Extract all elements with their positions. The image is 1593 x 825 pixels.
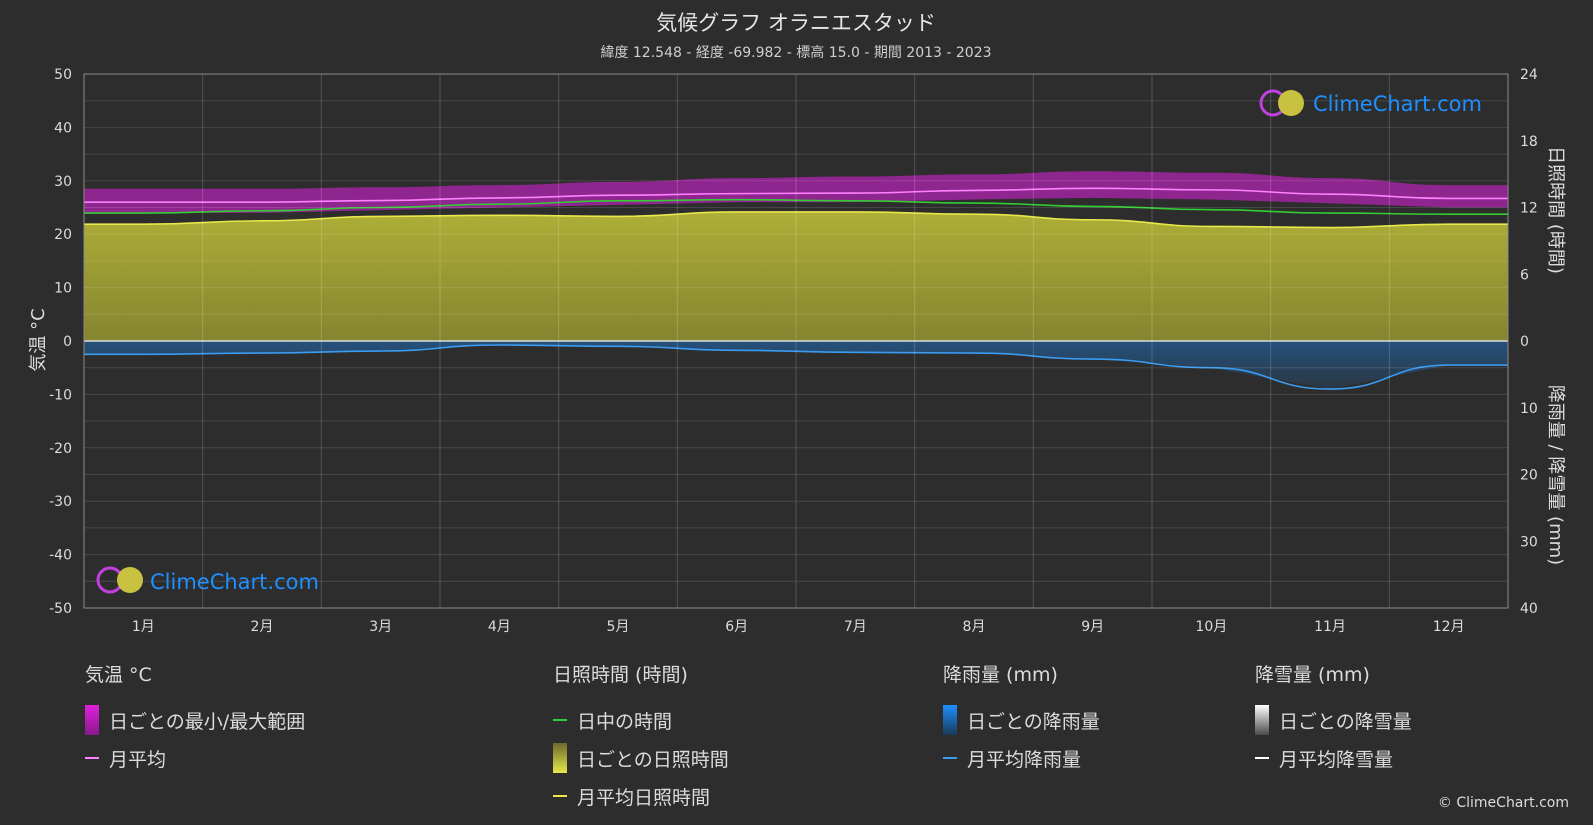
watermark-text: ClimeChart.com xyxy=(150,570,319,594)
legend-sunshine: 日照時間 (時間) 日中の時間 日ごとの日照時間 月平均日照時間 xyxy=(553,660,729,815)
axes: 50 40 30 20 10 0 -10 -20 -30 -40 -50 24 18 12 6 0 10 20 30… xyxy=(49,67,1538,635)
x-tick-label: 8月 xyxy=(963,619,986,635)
x-tick-label: 5月 xyxy=(607,619,630,635)
y-right-top-tick-label: 0 xyxy=(1520,334,1529,350)
legend-item: 日ごとの最小/最大範囲 xyxy=(85,701,305,739)
rain-area xyxy=(84,341,1508,390)
sunshine-swatch-icon xyxy=(553,743,567,773)
legend-label: 日ごとの最小/最大範囲 xyxy=(109,710,306,733)
series-line xyxy=(84,187,1508,203)
x-tick-label: 9月 xyxy=(1081,619,1104,635)
climate-chart: 気候グラフ オラニエスタッド 緯度 12.548 - 経度 -69.982 - … xyxy=(28,11,1566,635)
x-tick-label: 3月 xyxy=(369,619,392,635)
series-line xyxy=(84,344,1508,390)
legend-label: 日ごとの日照時間 xyxy=(577,748,729,771)
chart-subtitle: 緯度 12.548 - 経度 -69.982 - 標高 15.0 - 期間 20… xyxy=(600,44,991,61)
x-tick-label: 1月 xyxy=(132,619,155,635)
y-right-top-tick-label: 18 xyxy=(1520,134,1538,150)
y-left-tick-label: 0 xyxy=(63,334,72,350)
legend-label: 月平均降雨量 xyxy=(967,748,1082,771)
sunshine-area xyxy=(84,211,1508,341)
y-axis-right-top-label: 日照時間 (時間) xyxy=(1545,146,1566,274)
watermark-top: ClimeChart.com xyxy=(1259,89,1482,117)
y-right-top-tick-label: 24 xyxy=(1520,67,1538,83)
logo-sun-icon xyxy=(1278,90,1304,116)
y-left-tick-label: 50 xyxy=(54,67,72,83)
line-swatch-icon xyxy=(85,757,99,759)
x-tick-label: 2月 xyxy=(251,619,274,635)
legend-snow-heading: 降雪量 (mm) xyxy=(1255,664,1370,686)
x-tick-label: 12月 xyxy=(1433,619,1465,635)
rain-swatch-icon xyxy=(943,705,957,735)
legend-temperature: 気温 °C 日ごとの最小/最大範囲 月平均 xyxy=(85,660,305,777)
y-right-bottom-tick-label: 30 xyxy=(1520,534,1538,550)
legend-item: 月平均降雪量 xyxy=(1255,739,1412,777)
y-right-bottom-tick-label: 10 xyxy=(1520,401,1538,417)
legend-label: 日ごとの降雪量 xyxy=(1279,710,1412,733)
line-swatch-icon xyxy=(553,795,567,797)
watermark-bottom: ClimeChart.com xyxy=(96,566,319,594)
legend-item: 日中の時間 xyxy=(553,701,729,739)
x-tick-label: 11月 xyxy=(1314,619,1346,635)
temp-range-band xyxy=(84,171,1508,213)
legend-item: 月平均日照時間 xyxy=(553,777,729,815)
x-tick-label: 7月 xyxy=(844,619,867,635)
y-axis-left-label: 気温 °C xyxy=(28,308,49,371)
logo-sun-icon xyxy=(117,567,143,593)
legend-item: 月平均 xyxy=(85,739,305,777)
legend-label: 月平均降雪量 xyxy=(1279,748,1394,771)
x-tick-label: 10月 xyxy=(1195,619,1227,635)
watermark-text: ClimeChart.com xyxy=(1313,92,1482,116)
legend-label: 月平均日照時間 xyxy=(577,786,711,809)
x-tick-label: 6月 xyxy=(725,619,748,635)
y-left-tick-label: 20 xyxy=(54,227,72,243)
copyright-text: © ClimeChart.com xyxy=(1437,795,1569,811)
y-right-top-tick-label: 6 xyxy=(1520,267,1529,283)
legend-item: 日ごとの日照時間 xyxy=(553,739,729,777)
y-left-tick-label: -50 xyxy=(49,601,72,617)
y-right-top-tick-label: 12 xyxy=(1520,201,1538,217)
y-right-bottom-tick-label: 40 xyxy=(1520,601,1538,617)
y-left-tick-label: -40 xyxy=(49,548,72,564)
legend-rain-heading: 降雨量 (mm) xyxy=(943,664,1058,686)
legend-item: 日ごとの降雪量 xyxy=(1255,701,1412,739)
plot-border xyxy=(83,73,1509,609)
legend-item: 日ごとの降雨量 xyxy=(943,701,1100,739)
legend-snow: 降雪量 (mm) 日ごとの降雪量 月平均降雪量 xyxy=(1255,660,1412,777)
y-left-tick-label: 40 xyxy=(54,120,72,136)
legend-item: 月平均降雨量 xyxy=(943,739,1100,777)
range-swatch-icon xyxy=(85,705,99,735)
y-right-bottom-tick-label: 20 xyxy=(1520,468,1538,484)
line-swatch-icon xyxy=(553,719,567,721)
x-tick-label: 4月 xyxy=(488,619,511,635)
y-axis-right-bottom-label: 降雨量 / 降雪量 (mm) xyxy=(1545,385,1566,565)
chart-title: 気候グラフ オラニエスタッド xyxy=(656,11,936,35)
line-swatch-icon xyxy=(943,757,957,759)
y-left-tick-label: -20 xyxy=(49,441,72,457)
series-line xyxy=(84,198,1508,215)
y-left-tick-label: -10 xyxy=(49,387,72,403)
legend-label: 日ごとの降雨量 xyxy=(967,710,1100,733)
line-swatch-icon xyxy=(1255,757,1269,759)
y-left-tick-label: -30 xyxy=(49,494,72,510)
legend-rain: 降雨量 (mm) 日ごとの降雨量 月平均降雨量 xyxy=(943,660,1100,777)
series-line xyxy=(84,211,1508,229)
snow-swatch-icon xyxy=(1255,705,1269,735)
legend-label: 月平均 xyxy=(109,748,167,771)
legend-sun-heading: 日照時間 (時間) xyxy=(553,664,688,686)
y-left-tick-label: 30 xyxy=(54,174,72,190)
legend-label: 日中の時間 xyxy=(577,710,673,733)
legend-temp-heading: 気温 °C xyxy=(85,664,152,686)
y-left-tick-label: 10 xyxy=(54,281,72,297)
